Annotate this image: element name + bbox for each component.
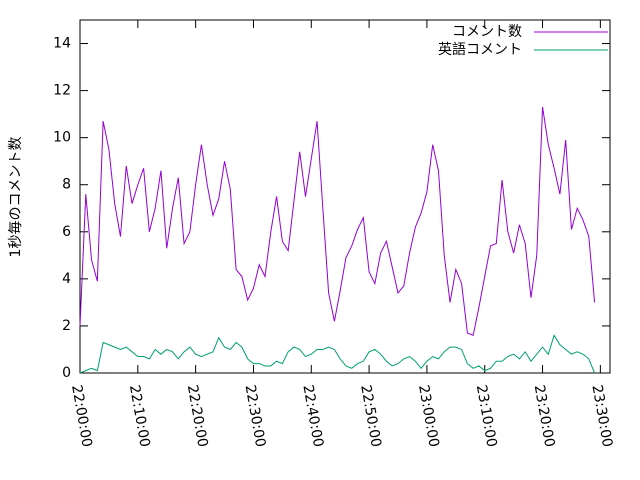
y-axis-label: 1秒毎のコメント数 [8, 137, 24, 258]
y-tick-label: 6 [62, 224, 71, 240]
series-line [79, 106, 596, 337]
y-tick-label: 12 [53, 83, 71, 99]
plot-frame [79, 19, 611, 374]
y-tick-label: 8 [62, 177, 71, 193]
y-tick-label: 4 [62, 271, 71, 287]
series-line [79, 334, 596, 374]
y-tick-label: 10 [53, 130, 71, 146]
y-tick-label: 0 [62, 365, 71, 381]
y-tick-label: 2 [62, 318, 71, 334]
legend-label: 英語コメント [438, 41, 522, 58]
legend-label: コメント数 [452, 24, 522, 40]
y-tick-label: 14 [53, 36, 71, 52]
